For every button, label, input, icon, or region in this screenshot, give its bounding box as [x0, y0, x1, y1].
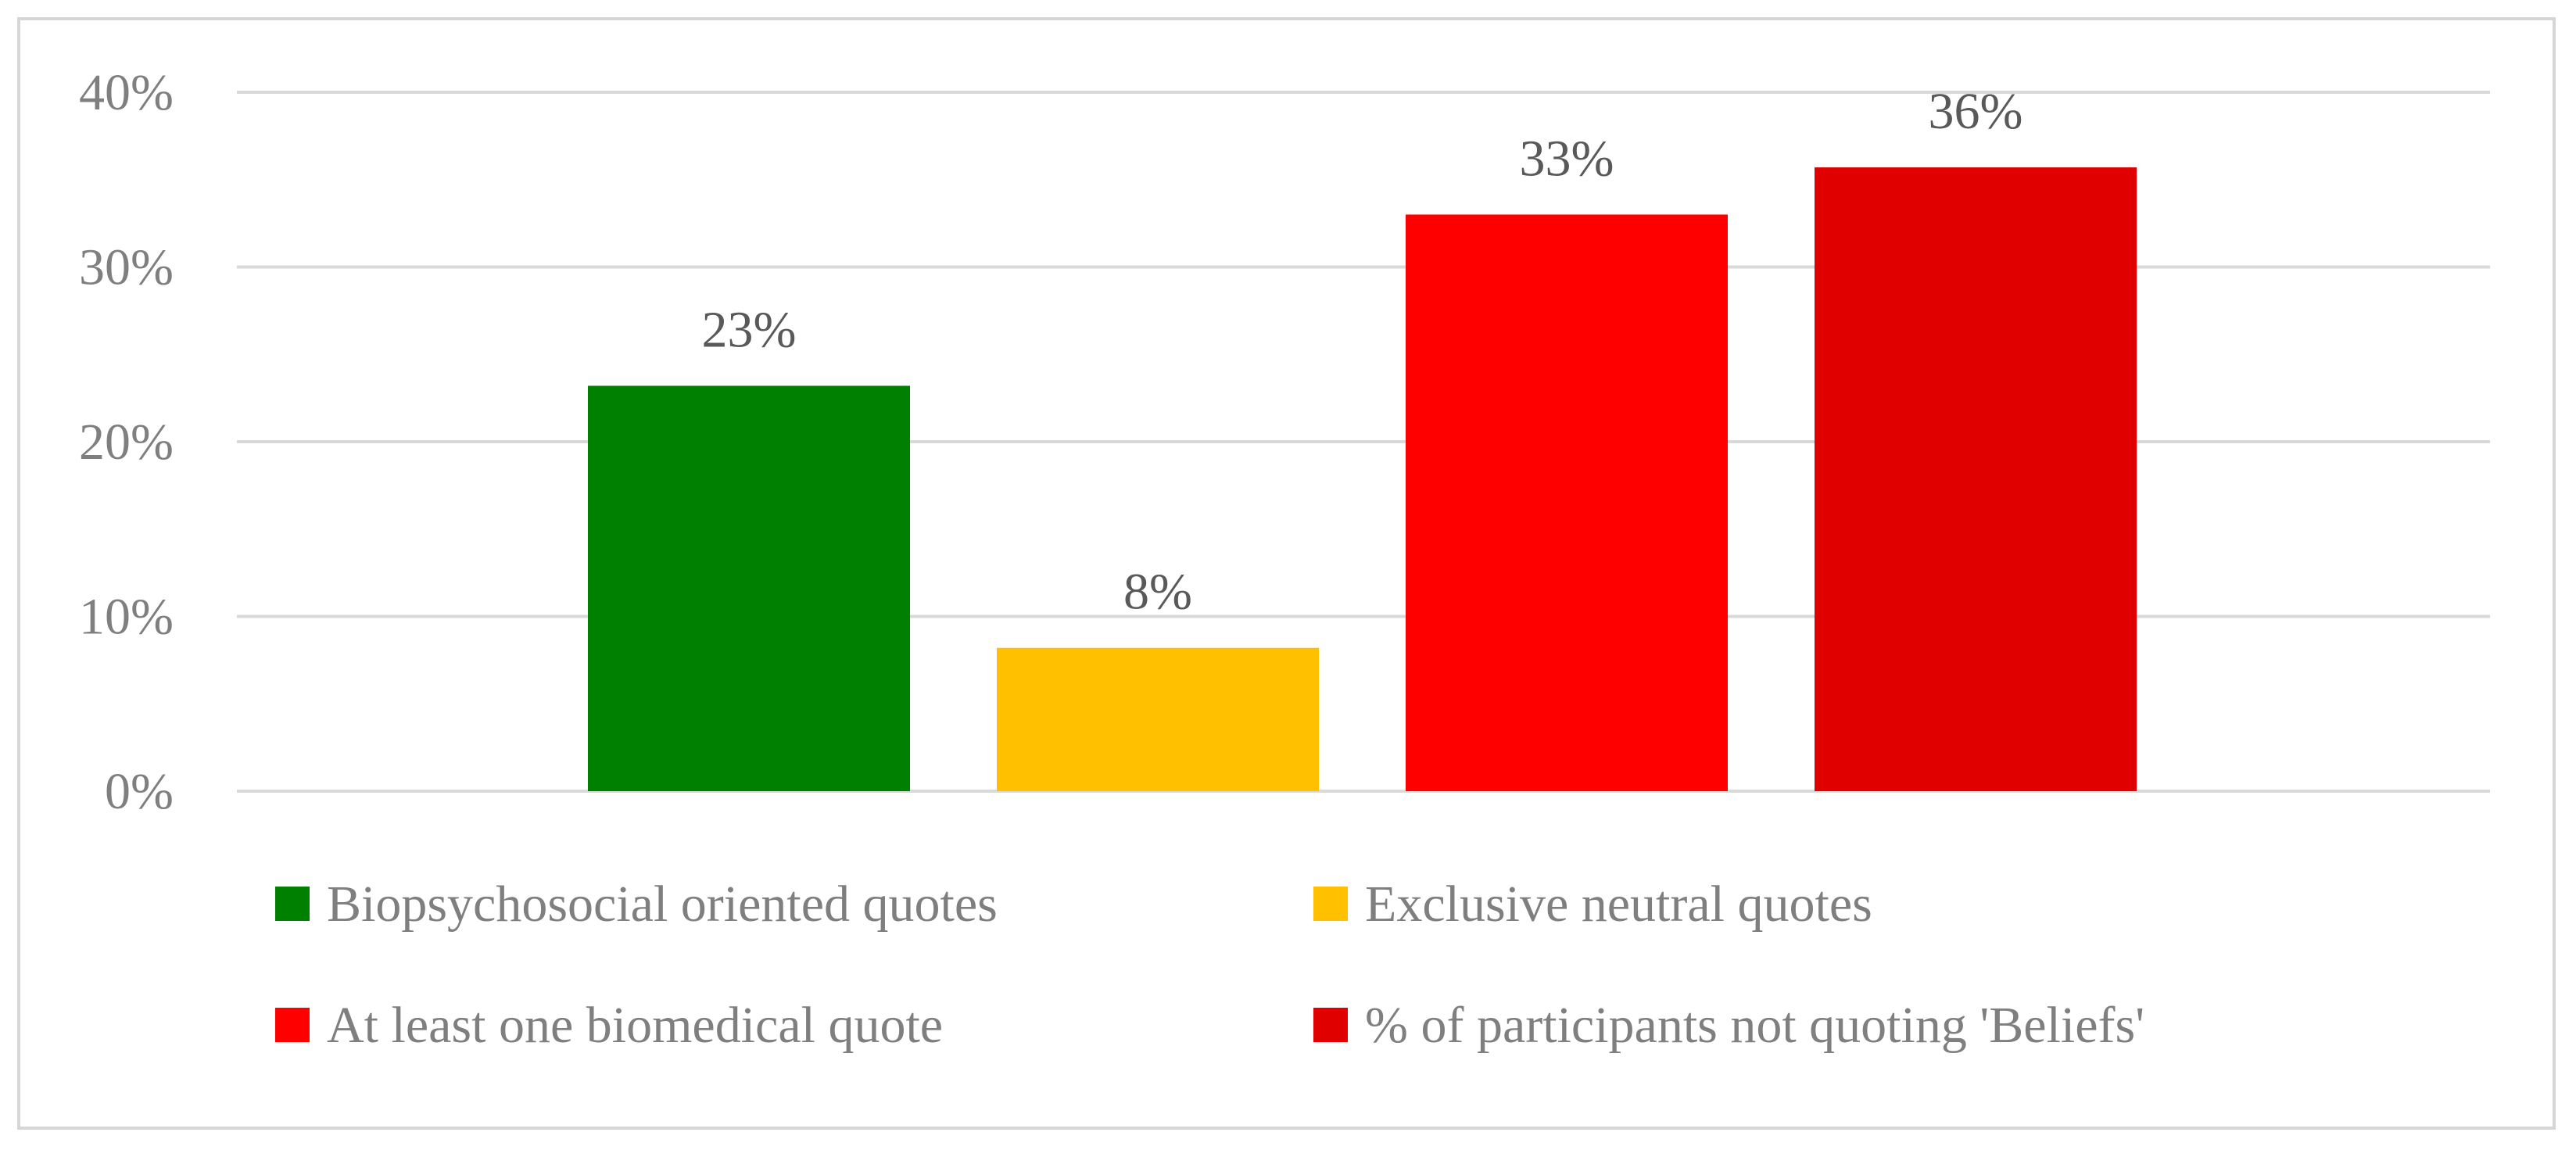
bar-3	[1406, 214, 1728, 791]
legend-swatch	[1313, 887, 1348, 921]
y-tick-label: 30%	[79, 239, 174, 296]
bar-1	[588, 385, 910, 792]
legend-label: At least one biomedical quote	[327, 997, 943, 1054]
data-labels: 23% 8% 33% 36%	[702, 83, 2023, 621]
legend-swatch	[1313, 1008, 1348, 1042]
y-tick-label: 0%	[105, 763, 174, 820]
bar-2	[997, 647, 1319, 791]
y-tick-label: 10%	[79, 589, 174, 646]
gridlines	[237, 91, 2490, 793]
data-label: 8%	[1123, 564, 1192, 621]
y-tick-label: 20%	[79, 414, 174, 471]
data-label: 33%	[1520, 130, 1614, 187]
data-label: 36%	[1929, 83, 2023, 140]
data-label: 23%	[702, 301, 797, 358]
y-axis-tick-labels: 0% 10% 20% 30% 40%	[79, 64, 174, 820]
legend-label: Biopsychosocial oriented quotes	[327, 876, 998, 933]
legend-swatch	[275, 887, 310, 921]
legend-swatch	[275, 1008, 310, 1042]
bar-4	[1815, 167, 2137, 792]
legend: Biopsychosocial oriented quotes Exclusive…	[275, 876, 2144, 1054]
legend-label: % of participants not quoting 'Beliefs'	[1365, 997, 2144, 1054]
legend-label: Exclusive neutral quotes	[1365, 876, 1872, 933]
y-tick-label: 40%	[79, 64, 174, 121]
bars	[588, 167, 2137, 792]
